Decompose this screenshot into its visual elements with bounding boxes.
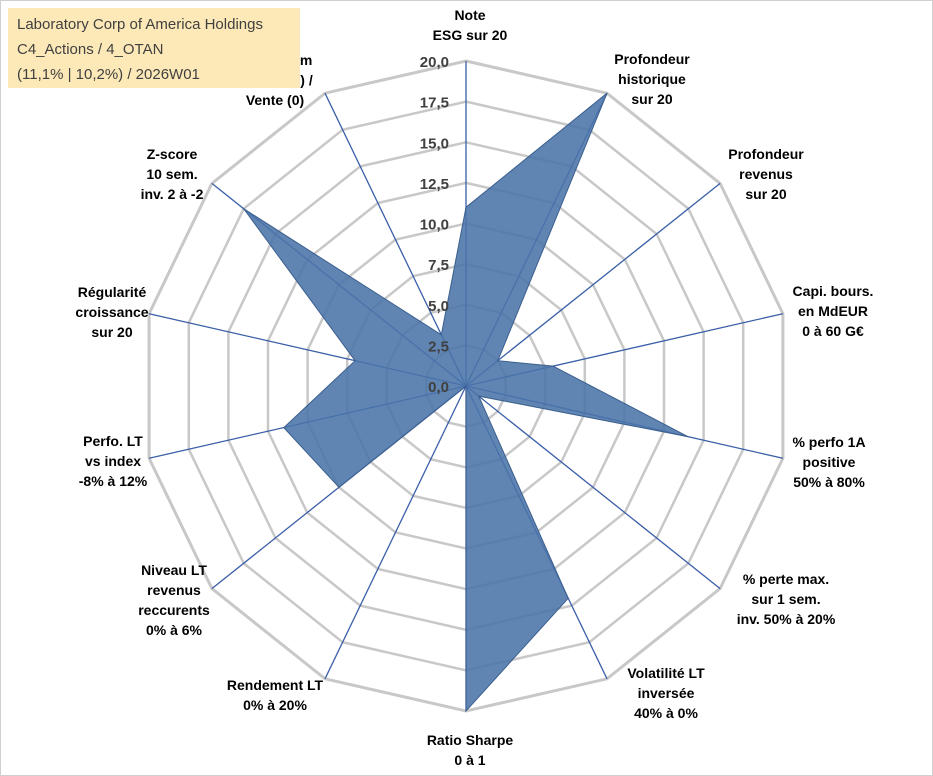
data-point-1 [606,92,608,94]
data-point-12 [243,208,245,210]
tick-label: 20,0 [420,54,449,71]
axis-label-7: Ratio Sharpe 0 à 1 [427,732,514,768]
data-point-6 [567,597,569,599]
axis-labels: Note ESG sur 20 Profondeur historique sur 20… [75,7,873,768]
axis-label-0: Note ESG sur 20 [433,7,508,43]
axis-label-12: Z-score 10 sem. inv. 2 à -2 [141,146,204,202]
data-point-4 [687,436,689,438]
axis-spoke-2 [465,182,721,387]
axis-label-6: Volatilité LT inversée 40% à 0% [627,665,705,721]
axis-spoke-5 [465,385,721,590]
axis-spoke-8 [324,385,467,680]
tick-label: 2,5 [428,338,449,355]
performance-stats: (11,1% | 10,2%) / 2026W01 [17,66,200,83]
data-point-11 [354,360,356,362]
axis-label-4: % perfo 1A positive 50% à 80% [792,434,865,490]
data-point-7 [465,710,467,712]
axis-label-10: Perfo. LT vs index -8% à 12% [79,433,148,489]
tick-label: 7,5 [428,257,449,274]
data-point-5 [478,395,480,397]
data-point-3 [552,365,554,367]
axis-label-11: Régularité croissance sur 20 [75,284,148,340]
data-series [243,92,689,713]
axis-label-2: Profondeur revenus sur 20 [728,146,804,202]
tick-labels: 0,0 2,5 5,0 7,5 10,0 12,5 15,0 17,5 20,0 [420,54,449,396]
portfolio-path: C4_Actions / 4_OTAN [17,41,164,58]
axis-label-3: Capi. bours. en MdEUR 0 à 60 G€ [793,283,874,339]
data-point-9 [338,486,340,488]
tick-label: 0,0 [428,379,449,396]
axis-label-8: Rendement LT 0% à 20% [227,677,324,713]
tick-label: 10,0 [420,217,449,234]
data-point-8 [465,385,467,387]
axis-label-9: Niveau LT revenus reccurents 0% à 6% [138,562,210,638]
info-box: Laboratory Corp of America Holdings C4_A… [8,8,300,88]
tick-label: 12,5 [420,176,449,193]
data-point-2 [497,360,499,362]
tick-label: 15,0 [420,135,449,152]
tick-label: 5,0 [428,298,449,315]
data-point-0 [465,206,467,208]
data-point-10 [283,427,285,429]
tick-label: 17,5 [420,95,449,112]
axis-label-5: % perte max. sur 1 sem. inv. 50% à 20% [737,571,836,627]
company-name: Laboratory Corp of America Holdings [17,16,263,33]
data-point-13 [440,334,442,336]
axis-label-1: Profondeur historique sur 20 [614,51,690,107]
